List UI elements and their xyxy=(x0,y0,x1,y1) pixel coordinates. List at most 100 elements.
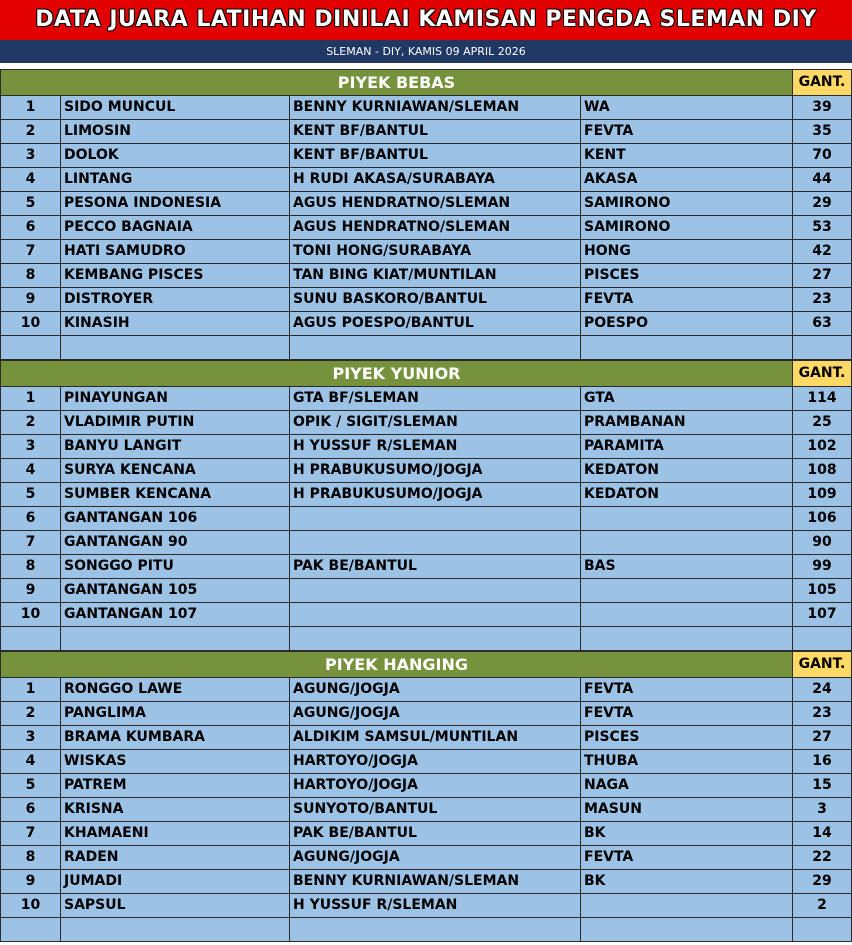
rank: 9 xyxy=(0,869,61,894)
rank: 5 xyxy=(0,191,61,216)
rank: 2 xyxy=(0,119,61,144)
bird-name: HATI SAMUDRO xyxy=(60,239,291,264)
owner: KENT BF/BANTUL xyxy=(289,143,581,168)
owner: H RUDI AKASA/SURABAYA xyxy=(289,167,581,192)
bird-name: SUMBER KENCANA xyxy=(60,482,291,507)
rank: 3 xyxy=(0,143,61,168)
bird-name: PESONA INDONESIA xyxy=(60,191,291,216)
bird-name: SURYA KENCANA xyxy=(60,458,291,483)
rank: 6 xyxy=(0,797,61,822)
owner: HARTOYO/JOGJA xyxy=(289,773,581,798)
team xyxy=(580,602,793,627)
blank-cell xyxy=(580,335,793,360)
rank: 9 xyxy=(0,578,61,603)
rank: 8 xyxy=(0,845,61,870)
owner: GTA BF/SLEMAN xyxy=(289,386,581,411)
gantangan: 23 xyxy=(792,287,852,312)
owner: SUNU BASKORO/BANTUL xyxy=(289,287,581,312)
team: PARAMITA xyxy=(580,434,793,459)
bird-name: RADEN xyxy=(60,845,291,870)
gant-label: GANT. xyxy=(792,651,852,678)
team: FEVTA xyxy=(580,677,793,702)
gantangan: 3 xyxy=(792,797,852,822)
team: SAMIRONO xyxy=(580,191,793,216)
gantangan: 15 xyxy=(792,773,852,798)
bird-name: KRISNA xyxy=(60,797,291,822)
rank: 3 xyxy=(0,725,61,750)
owner: ALDIKIM SAMSUL/MUNTILAN xyxy=(289,725,581,750)
bird-name: PATREM xyxy=(60,773,291,798)
bird-name: BANYU LANGIT xyxy=(60,434,291,459)
bird-name: PECCO BAGNAIA xyxy=(60,215,291,240)
rank: 1 xyxy=(0,677,61,702)
bird-name: SIDO MUNCUL xyxy=(60,95,291,120)
blank-cell xyxy=(60,335,291,360)
bird-name: KINASIH xyxy=(60,311,291,336)
gantangan: 14 xyxy=(792,821,852,846)
blank-cell xyxy=(60,917,291,942)
rank: 6 xyxy=(0,506,61,531)
rank: 2 xyxy=(0,701,61,726)
gantangan: 22 xyxy=(792,845,852,870)
rank: 1 xyxy=(0,386,61,411)
blank-cell xyxy=(580,626,793,651)
gant-label: GANT. xyxy=(792,360,852,387)
bird-name: JUMADI xyxy=(60,869,291,894)
bird-name: GANTANGAN 106 xyxy=(60,506,291,531)
section-title: PIYEK YUNIOR xyxy=(0,360,793,387)
rank: 4 xyxy=(0,749,61,774)
bird-name: KEMBANG PISCES xyxy=(60,263,291,288)
rank: 6 xyxy=(0,215,61,240)
owner: BENNY KURNIAWAN/SLEMAN xyxy=(289,869,581,894)
rank: 9 xyxy=(0,287,61,312)
gantangan: 2 xyxy=(792,893,852,918)
gantangan: 99 xyxy=(792,554,852,579)
rank: 10 xyxy=(0,311,61,336)
team: KEDATON xyxy=(580,482,793,507)
team: THUBA xyxy=(580,749,793,774)
owner: AGUS HENDRATNO/SLEMAN xyxy=(289,215,581,240)
bird-name: GANTANGAN 107 xyxy=(60,602,291,627)
gantangan: 108 xyxy=(792,458,852,483)
owner: H YUSSUF R/SLEMAN xyxy=(289,893,581,918)
rank: 7 xyxy=(0,530,61,555)
team: FEVTA xyxy=(580,845,793,870)
blank-cell xyxy=(792,626,852,651)
rank: 5 xyxy=(0,773,61,798)
blank-cell xyxy=(289,626,581,651)
owner: AGUNG/JOGJA xyxy=(289,845,581,870)
bird-name: KHAMAENI xyxy=(60,821,291,846)
owner: SUNYOTO/BANTUL xyxy=(289,797,581,822)
owner xyxy=(289,602,581,627)
team: SAMIRONO xyxy=(580,215,793,240)
team: KENT xyxy=(580,143,793,168)
gantangan: 102 xyxy=(792,434,852,459)
bird-name: GANTANGAN 105 xyxy=(60,578,291,603)
bird-name: LIMOSIN xyxy=(60,119,291,144)
bird-name: SONGGO PITU xyxy=(60,554,291,579)
team: PISCES xyxy=(580,725,793,750)
gantangan: 70 xyxy=(792,143,852,168)
rank: 2 xyxy=(0,410,61,435)
bird-name: BRAMA KUMBARA xyxy=(60,725,291,750)
blank-cell xyxy=(0,335,61,360)
blank-cell xyxy=(60,626,291,651)
team: GTA xyxy=(580,386,793,411)
blank-cell xyxy=(0,626,61,651)
owner: PAK BE/BANTUL xyxy=(289,821,581,846)
rank: 8 xyxy=(0,554,61,579)
blank-cell xyxy=(792,335,852,360)
blank-cell xyxy=(289,335,581,360)
team: BK xyxy=(580,869,793,894)
bird-name: PANGLIMA xyxy=(60,701,291,726)
gantangan: 107 xyxy=(792,602,852,627)
rank: 10 xyxy=(0,893,61,918)
rank: 5 xyxy=(0,482,61,507)
section-title: PIYEK BEBAS xyxy=(0,69,793,96)
owner: H PRABUKUSUMO/JOGJA xyxy=(289,458,581,483)
bird-name: PINAYUNGAN xyxy=(60,386,291,411)
rank: 4 xyxy=(0,167,61,192)
bird-name: DOLOK xyxy=(60,143,291,168)
owner: H YUSSUF R/SLEMAN xyxy=(289,434,581,459)
section-title: PIYEK HANGING xyxy=(0,651,793,678)
